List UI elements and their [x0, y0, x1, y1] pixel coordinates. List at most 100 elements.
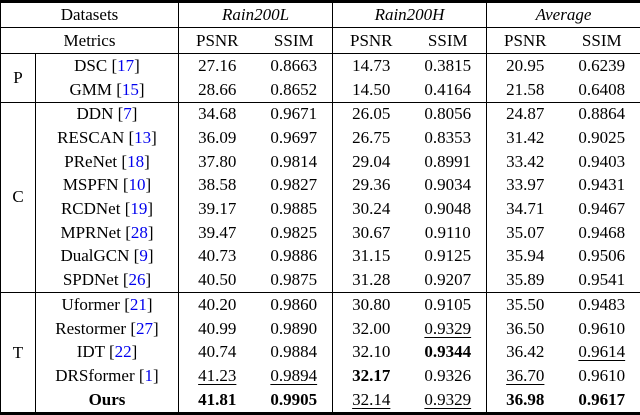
dataset-header-rain200h: Rain200H [331, 1, 487, 28]
ssim-cell: 0.9467 [578, 199, 626, 219]
method-cell: DualGCN [9] [60, 246, 154, 266]
metric-header-psnr-2: PSNR [332, 27, 410, 54]
method-cell: Uformer [21] [35, 292, 179, 317]
psnr-cell: 36.09 [178, 126, 256, 150]
ssim-cell: 0.9207 [424, 270, 472, 290]
ssim-cell: 0.9697 [270, 128, 318, 148]
table-row: P DSC [17] 27.16 0.8663 14.73 0.3815 20.95 0.62… [0, 52, 640, 103]
method-name: SPDNet [62, 270, 119, 290]
psnr-cell: 40.74 [178, 340, 256, 365]
psnr-cell: 36.98 [486, 387, 564, 414]
psnr-cell: 31.28 [332, 268, 410, 293]
method-cell: DRSformer [1] [55, 366, 159, 386]
psnr-cell: 38.58 [178, 173, 256, 198]
citation-link[interactable]: 10 [128, 175, 146, 195]
psnr-cell: 35.89 [486, 268, 564, 293]
citation-link[interactable]: 22 [114, 342, 132, 362]
citation-link[interactable]: 21 [129, 294, 147, 314]
ssim-cell: 0.9403 [578, 151, 626, 171]
psnr-cell: 37.80 [178, 149, 256, 174]
metric-header-psnr-0: PSNR [178, 27, 256, 54]
method-name: Uformer [61, 294, 120, 314]
citation-link[interactable]: 28 [130, 222, 148, 242]
psnr-cell: 14.73 [332, 52, 410, 78]
citation-link[interactable]: 27 [136, 318, 154, 338]
table-row: GMM [15] 28.66 0.8652 14.50 0.4164 21.58 0.640… [1, 77, 640, 103]
citation-link[interactable]: 9 [139, 246, 148, 266]
psnr-cell: 41.23 [178, 364, 256, 388]
psnr-cell: 36.70 [486, 364, 564, 388]
method-cell: MPRNet [28] [60, 222, 154, 242]
psnr-cell: 24.87 [486, 101, 564, 127]
table-row: MSPFN [10] 38.58 0.9827 29.36 0.9034 33.97 0.9… [1, 173, 640, 198]
psnr-cell: 35.50 [486, 292, 564, 317]
group-label-t: T [0, 292, 36, 414]
psnr-cell: 26.05 [332, 101, 410, 127]
ssim-cell: 0.9886 [270, 246, 318, 266]
ssim-cell: 0.9614 [578, 342, 626, 362]
psnr-cell: 32.17 [332, 364, 410, 388]
ssim-cell: 0.9431 [578, 175, 626, 195]
method-cell: Ours [36, 388, 179, 414]
citation-link[interactable]: 7 [123, 104, 132, 124]
method-name: GMM [69, 79, 112, 99]
ssim-cell: 0.9125 [424, 246, 472, 266]
psnr-cell: 39.47 [178, 220, 256, 245]
psnr-cell: 29.36 [332, 173, 410, 198]
ssim-cell: 0.8353 [424, 128, 472, 148]
datasets-header-row: Datasets Rain200L Rain200H Average [0, 1, 640, 28]
method-name: PReNet [64, 151, 118, 171]
ssim-cell: 0.6239 [563, 52, 640, 78]
metrics-header-row: Metrics PSNR SSIM PSNR SSIM PSNR SSIM [0, 27, 640, 54]
ssim-cell: 0.9541 [578, 270, 626, 290]
psnr-cell: 35.07 [486, 220, 564, 245]
table-row: DRSformer [1] 41.23 0.9894 32.17 0.9326 36.70… [1, 364, 640, 388]
ssim-cell: 0.9483 [563, 292, 640, 317]
ssim-cell: 0.9329 [424, 318, 472, 338]
table-row: C DDN [7] 34.68 0.9671 26.05 0.8056 24.87 0.886… [0, 101, 640, 293]
citation-link[interactable]: 19 [130, 199, 148, 219]
ssim-cell: 0.9506 [578, 246, 626, 266]
psnr-cell: 31.15 [332, 244, 410, 269]
ssim-cell: 0.6408 [578, 79, 626, 99]
ssim-cell: 0.8056 [409, 101, 487, 127]
psnr-cell: 32.14 [332, 387, 410, 414]
method-name: DSC [74, 55, 108, 75]
ssim-cell: 0.9610 [578, 318, 626, 338]
citation-link[interactable]: 15 [121, 79, 139, 99]
table-row: MPRNet [28] 39.47 0.9825 30.67 0.9110 35.07 0.… [1, 220, 640, 245]
psnr-cell: 33.42 [486, 149, 564, 174]
table-row: RCDNet [19] 39.17 0.9885 30.24 0.9048 34.71 0.… [1, 197, 640, 221]
citation-link[interactable]: 17 [117, 55, 135, 75]
ssim-cell: 0.8652 [270, 79, 318, 99]
psnr-cell: 40.50 [178, 268, 256, 293]
citation-link[interactable]: 1 [144, 366, 154, 386]
method-cell: PReNet [18] [64, 151, 150, 171]
psnr-cell: 31.42 [486, 126, 564, 150]
method-name: MSPFN [62, 175, 119, 195]
psnr-cell: 36.42 [486, 340, 564, 365]
ssim-cell: 0.9875 [270, 270, 318, 290]
psnr-cell: 34.68 [178, 101, 256, 127]
method-cell: Restormer [27] [55, 318, 159, 338]
method-cell: DSC [17] [35, 52, 179, 78]
psnr-cell: 30.80 [332, 292, 410, 317]
table-row: Ours 41.81 0.9905 32.14 0.9329 36.98 0.9617 [1, 387, 640, 414]
method-cell: GMM [15] [69, 79, 145, 99]
datasets-label: Datasets [0, 1, 179, 28]
psnr-cell: 36.50 [486, 316, 564, 341]
ssim-cell: 0.9344 [424, 342, 472, 362]
ssim-cell: 0.4164 [424, 79, 472, 99]
ssim-cell: 0.9814 [270, 151, 318, 171]
method-name: RCDNet [60, 199, 121, 219]
citation-link[interactable]: 13 [134, 128, 152, 148]
metric-header-psnr-4: PSNR [486, 27, 564, 54]
citation-link[interactable]: 26 [128, 270, 146, 290]
psnr-cell: 34.71 [486, 197, 564, 221]
psnr-cell: 14.50 [332, 77, 410, 103]
citation-link[interactable]: 18 [127, 151, 145, 171]
metric-header-ssim-5: SSIM [563, 27, 640, 54]
ssim-cell: 0.9894 [270, 366, 318, 386]
group-label-c: C [0, 101, 36, 293]
